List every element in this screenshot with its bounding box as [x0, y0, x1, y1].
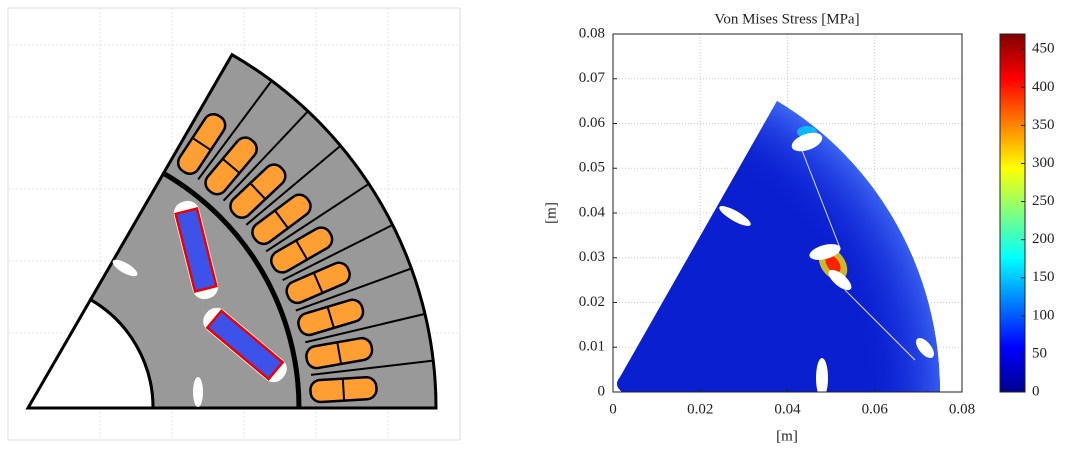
y-tick-label: 0.08 [579, 25, 605, 41]
colorbar-tick-label: 450 [1032, 41, 1055, 57]
colorbar-tick-label: 0 [1032, 383, 1040, 399]
x-axis-label: [m] [776, 428, 798, 444]
x-tick-label: 0 [609, 401, 617, 417]
colorbar-tick-label: 250 [1032, 193, 1055, 209]
coil-slot [310, 377, 377, 403]
y-tick-label: 0.04 [579, 204, 606, 220]
colorbar-tick-label: 100 [1032, 307, 1055, 323]
x-tick-label: 0.08 [949, 401, 975, 417]
y-tick-label: 0.02 [579, 294, 605, 310]
colorbar-tick-label: 350 [1032, 117, 1055, 133]
y-tick-label: 0.07 [579, 70, 606, 86]
geometry-panel [8, 8, 460, 440]
y-tick-label: 0.03 [579, 249, 605, 265]
y-tick-label: 0.05 [579, 160, 605, 176]
page: Von Mises Stress [MPa] [m] [m] 0 0.02 0.04… [0, 0, 1068, 454]
colorbar-tick-label: 150 [1032, 269, 1055, 285]
y-tick-label: 0.01 [579, 339, 605, 355]
x-tick-label: 0.04 [774, 401, 801, 417]
x-tick-label: 0.02 [687, 401, 713, 417]
air-hole [193, 377, 203, 407]
figure: Von Mises Stress [MPa] [m] [m] 0 0.02 0.04… [0, 0, 1068, 454]
y-tick-label: 0.06 [579, 115, 606, 131]
colorbar-tick-label: 200 [1032, 231, 1055, 247]
y-tick-label: 0 [598, 383, 606, 399]
colorbar-tick-label: 50 [1032, 345, 1047, 361]
colorbar-tick-label: 300 [1032, 155, 1055, 171]
coil-divider [343, 379, 344, 401]
x-tick-label: 0.06 [862, 401, 889, 417]
chart-title: Von Mises Stress [MPa] [714, 11, 859, 27]
y-axis-label: [m] [543, 202, 559, 224]
colorbar-tick-label: 400 [1032, 79, 1055, 95]
